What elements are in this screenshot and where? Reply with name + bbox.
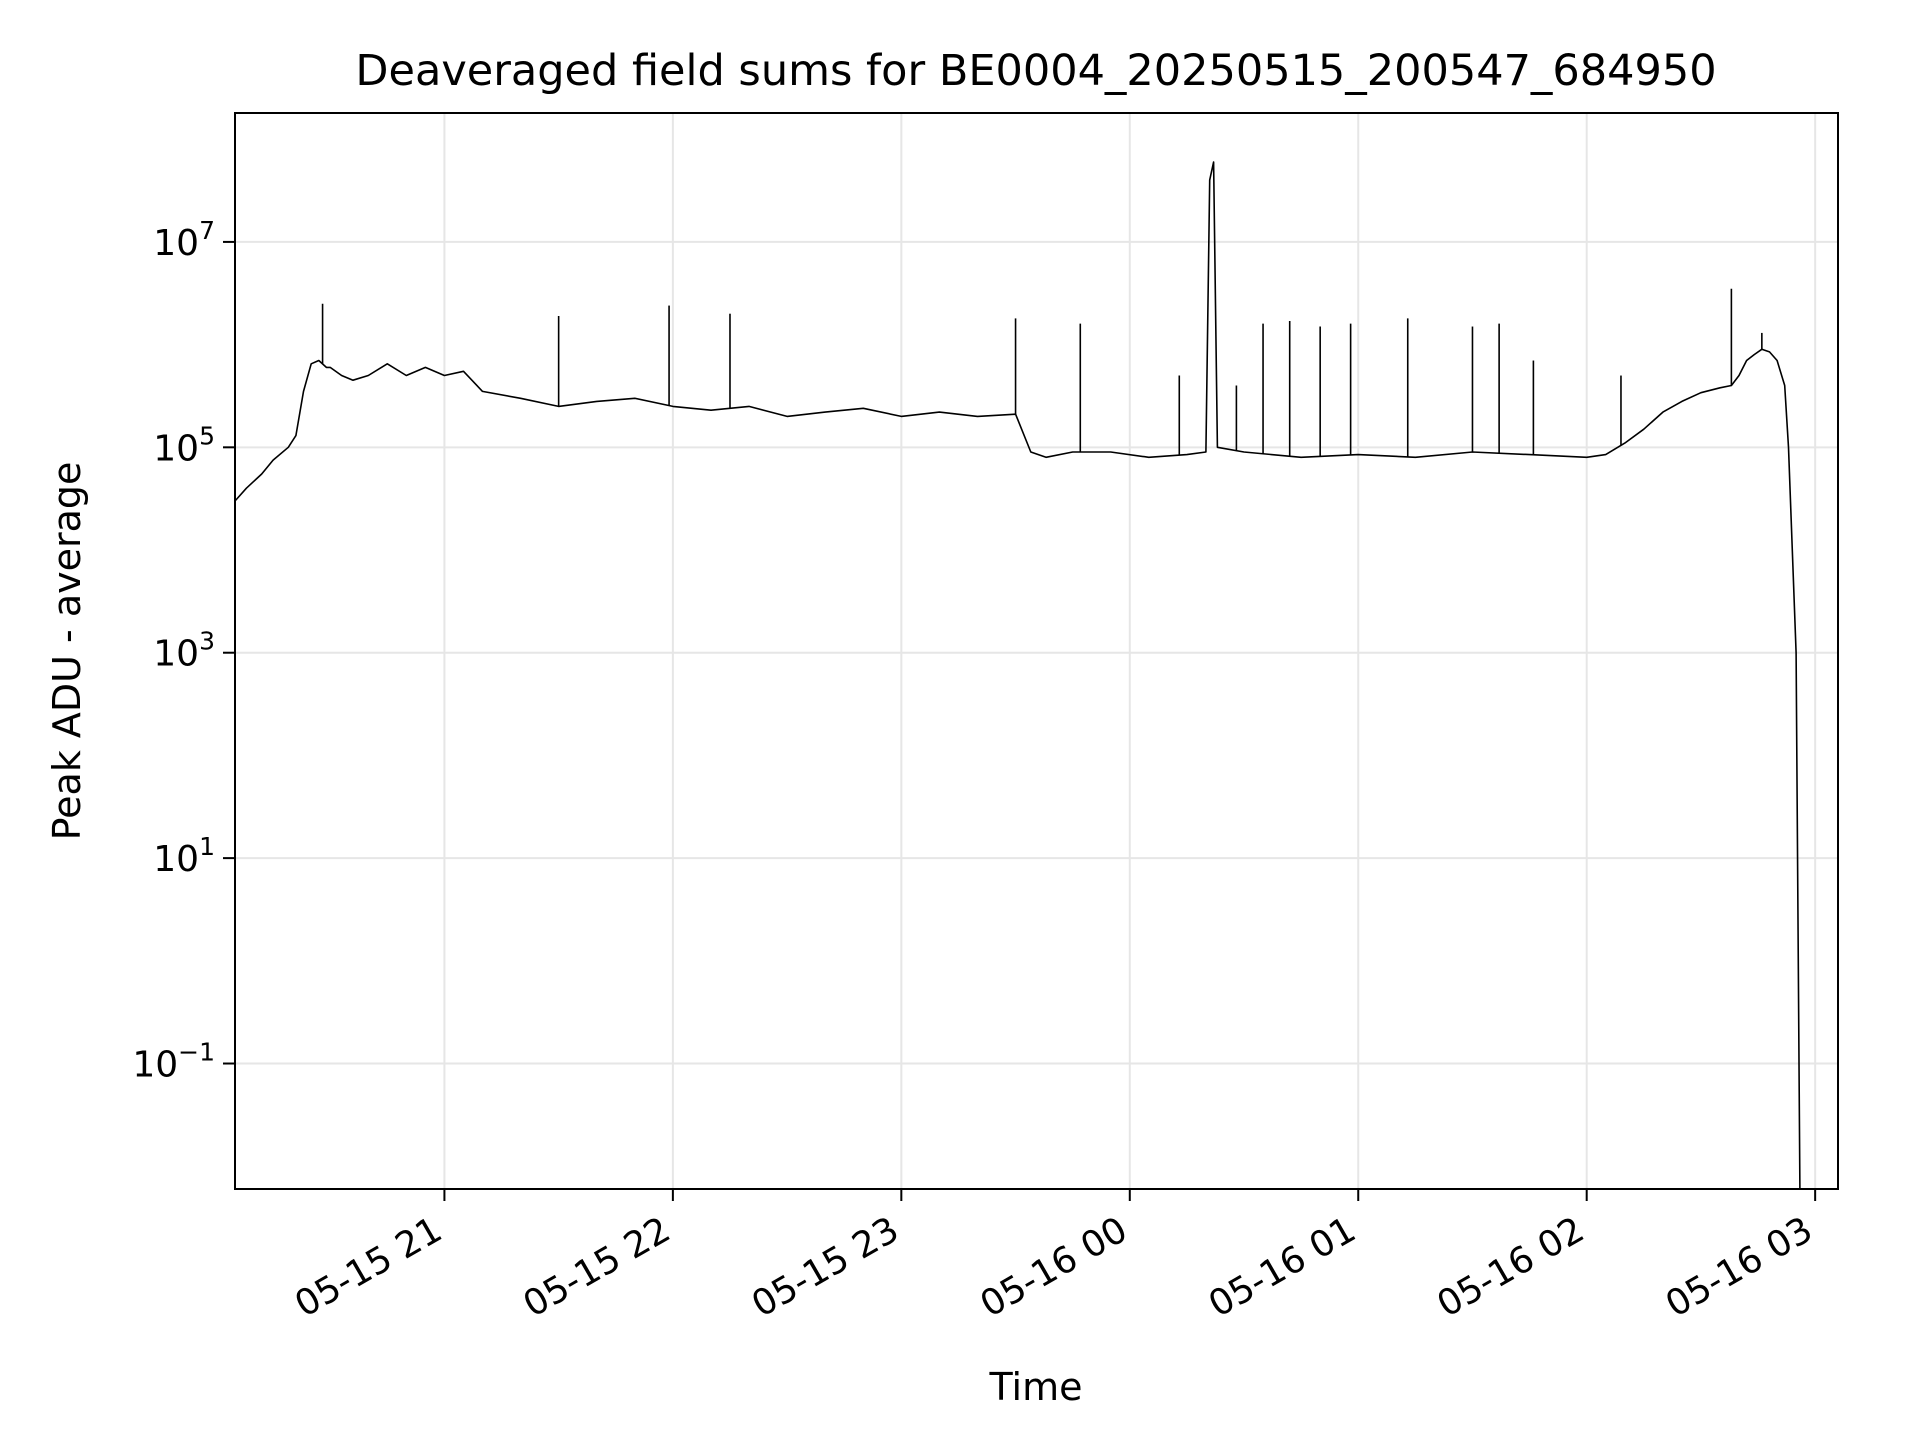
y-tick-label: 105 xyxy=(153,421,215,469)
chart-title: Deaveraged field sums for BE0004_2025051… xyxy=(355,46,1716,96)
y-axis-label: Peak ADU - average xyxy=(45,462,89,841)
series-line xyxy=(235,162,1800,1189)
x-tick-label: 05-16 00 xyxy=(974,1209,1135,1325)
x-tick-label: 05-15 23 xyxy=(745,1209,906,1325)
x-tick-label: 05-16 03 xyxy=(1659,1209,1820,1325)
y-tick-label: 10−1 xyxy=(132,1038,215,1086)
y-tick-base: 10 xyxy=(132,1045,178,1086)
y-tick-base: 10 xyxy=(153,634,199,675)
x-tick-label: 05-16 01 xyxy=(1202,1209,1363,1325)
y-tick-label: 103 xyxy=(153,627,215,675)
y-tick-label: 107 xyxy=(153,216,215,264)
y-tick-exponent: −1 xyxy=(178,1038,215,1067)
x-axis-label: Time xyxy=(989,1365,1083,1409)
y-tick-exponent: 5 xyxy=(199,421,215,450)
y-tick-base: 10 xyxy=(153,839,199,880)
x-axis: 05-15 21 05-15 22 05-15 23 05-16 00 05-16 01… xyxy=(288,1189,1819,1326)
y-tick-base: 10 xyxy=(153,428,199,469)
grid-lines xyxy=(235,113,1838,1189)
x-tick-label: 05-15 22 xyxy=(517,1209,678,1325)
y-tick-exponent: 3 xyxy=(199,627,215,656)
y-tick-label: 101 xyxy=(153,832,215,880)
y-tick-base: 10 xyxy=(153,223,199,264)
y-tick-exponent: 7 xyxy=(199,216,215,245)
x-tick-label: 05-15 21 xyxy=(288,1209,449,1325)
y-tick-exponent: 1 xyxy=(199,832,215,861)
plot-area xyxy=(235,162,1800,1189)
axes-frame xyxy=(235,113,1838,1189)
x-tick-label: 05-16 02 xyxy=(1431,1209,1592,1325)
